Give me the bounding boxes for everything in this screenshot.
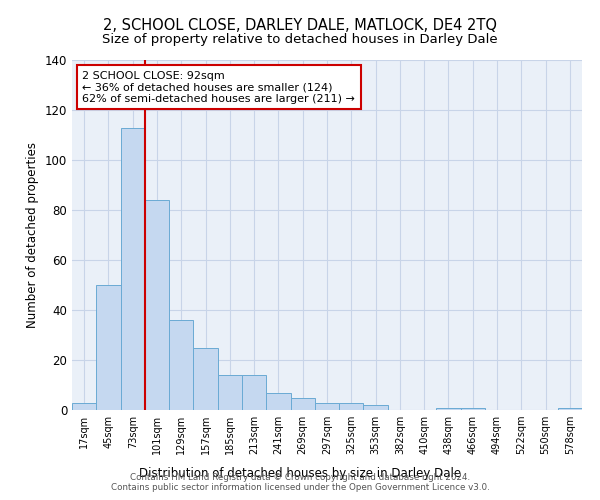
Bar — [339, 402, 364, 410]
Text: 2, SCHOOL CLOSE, DARLEY DALE, MATLOCK, DE4 2TQ: 2, SCHOOL CLOSE, DARLEY DALE, MATLOCK, D… — [103, 18, 497, 32]
Bar — [290, 398, 315, 410]
Text: 2 SCHOOL CLOSE: 92sqm
← 36% of detached houses are smaller (124)
62% of semi-det: 2 SCHOOL CLOSE: 92sqm ← 36% of detached … — [82, 70, 355, 104]
Bar — [436, 408, 461, 410]
Bar — [242, 375, 266, 410]
Bar — [96, 285, 121, 410]
Bar — [72, 402, 96, 410]
Text: Size of property relative to detached houses in Darley Dale: Size of property relative to detached ho… — [102, 32, 498, 46]
Bar — [364, 405, 388, 410]
Bar — [558, 408, 582, 410]
Bar — [193, 348, 218, 410]
Bar — [266, 392, 290, 410]
Y-axis label: Number of detached properties: Number of detached properties — [26, 142, 39, 328]
Bar — [461, 408, 485, 410]
Text: Contains HM Land Registry data © Crown copyright and database right 2024.
Contai: Contains HM Land Registry data © Crown c… — [110, 473, 490, 492]
Text: Distribution of detached houses by size in Darley Dale: Distribution of detached houses by size … — [139, 467, 461, 480]
Bar — [315, 402, 339, 410]
Bar — [121, 128, 145, 410]
Bar — [169, 320, 193, 410]
Bar — [145, 200, 169, 410]
Bar — [218, 375, 242, 410]
